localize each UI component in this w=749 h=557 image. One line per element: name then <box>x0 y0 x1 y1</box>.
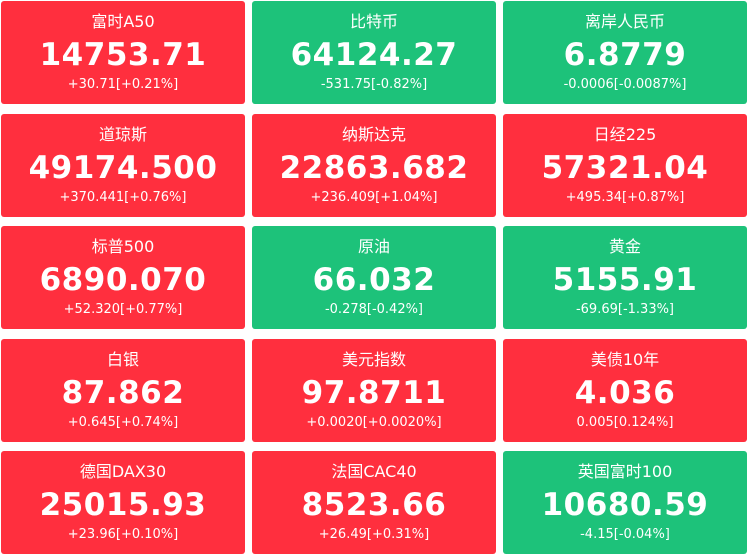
quote-tile-ftse-100[interactable]: 英国富时100 10680.59 -4.15[-0.04%] <box>503 451 747 554</box>
quote-name: 黄金 <box>608 237 641 256</box>
quote-change: +495.34[+0.87%] <box>565 190 685 205</box>
quote-name: 标普500 <box>91 237 155 256</box>
quote-price: 10680.59 <box>541 487 709 523</box>
quote-price: 6.8779 <box>563 37 687 73</box>
quote-name: 美元指数 <box>341 350 406 369</box>
quote-name: 富时A50 <box>91 12 155 31</box>
quote-price: 22863.682 <box>279 150 469 186</box>
quote-name: 白银 <box>106 350 139 369</box>
quote-name: 德国DAX30 <box>79 462 167 481</box>
quote-name: 法国CAC40 <box>331 462 417 481</box>
quote-tile-cac40[interactable]: 法国CAC40 8523.66 +26.49[+0.31%] <box>252 451 496 554</box>
quote-change: +370.441[+0.76%] <box>59 190 187 205</box>
quote-change: +0.0020[+0.0020%] <box>306 415 442 430</box>
quote-tile-crude-oil[interactable]: 原油 66.032 -0.278[-0.42%] <box>252 226 496 329</box>
quote-tile-us-10y-treasury[interactable]: 美债10年 4.036 0.005[0.124%] <box>503 339 747 442</box>
quote-name: 纳斯达克 <box>341 125 406 144</box>
quote-tile-bitcoin[interactable]: 比特币 64124.27 -531.75[-0.82%] <box>252 1 496 104</box>
quote-change: +52.320[+0.77%] <box>63 302 183 317</box>
quote-price: 66.032 <box>312 262 436 298</box>
quote-name: 英国富时100 <box>577 462 673 481</box>
quote-change: +236.409[+1.04%] <box>310 190 438 205</box>
quote-tile-ftse-a50[interactable]: 富时A50 14753.71 +30.71[+0.21%] <box>1 1 245 104</box>
quote-tile-dax30[interactable]: 德国DAX30 25015.93 +23.96[+0.10%] <box>1 451 245 554</box>
quote-tile-sp500[interactable]: 标普500 6890.070 +52.320[+0.77%] <box>1 226 245 329</box>
quote-change: -0.278[-0.42%] <box>324 302 424 317</box>
quote-tile-dow-jones[interactable]: 道琼斯 49174.500 +370.441[+0.76%] <box>1 114 245 217</box>
quote-tile-dollar-index[interactable]: 美元指数 97.8711 +0.0020[+0.0020%] <box>252 339 496 442</box>
quote-change: -69.69[-1.33%] <box>575 302 675 317</box>
quote-price: 97.8711 <box>301 375 447 411</box>
quote-name: 比特币 <box>349 12 398 31</box>
quote-price: 64124.27 <box>290 37 458 73</box>
quote-change: +0.645[+0.74%] <box>67 415 179 430</box>
quote-price: 49174.500 <box>28 150 218 186</box>
quote-name: 原油 <box>357 237 390 256</box>
quote-tile-silver[interactable]: 白银 87.862 +0.645[+0.74%] <box>1 339 245 442</box>
quote-price: 6890.070 <box>39 262 207 298</box>
quote-price: 25015.93 <box>39 487 207 523</box>
quote-tile-offshore-cny[interactable]: 离岸人民币 6.8779 -0.0006[-0.0087%] <box>503 1 747 104</box>
quote-change: +30.71[+0.21%] <box>67 77 179 92</box>
quote-tile-nikkei-225[interactable]: 日经225 57321.04 +495.34[+0.87%] <box>503 114 747 217</box>
quote-change: -4.15[-0.04%] <box>580 527 670 542</box>
quote-tile-gold[interactable]: 黄金 5155.91 -69.69[-1.33%] <box>503 226 747 329</box>
quote-change: 0.005[0.124%] <box>576 415 674 430</box>
quote-tile-nasdaq[interactable]: 纳斯达克 22863.682 +236.409[+1.04%] <box>252 114 496 217</box>
quote-change: +23.96[+0.10%] <box>67 527 179 542</box>
quote-price: 4.036 <box>574 375 676 411</box>
quote-name: 美债10年 <box>590 350 660 369</box>
quote-change: +26.49[+0.31%] <box>318 527 430 542</box>
quote-price: 8523.66 <box>301 487 447 523</box>
quote-name: 离岸人民币 <box>584 12 665 31</box>
quote-name: 日经225 <box>593 125 657 144</box>
quote-change: -531.75[-0.82%] <box>320 77 428 92</box>
quote-price: 14753.71 <box>39 37 207 73</box>
quote-change: -0.0006[-0.0087%] <box>563 77 687 92</box>
quote-price: 57321.04 <box>541 150 709 186</box>
quote-price: 5155.91 <box>552 262 698 298</box>
quote-name: 道琼斯 <box>98 125 147 144</box>
quote-price: 87.862 <box>61 375 185 411</box>
